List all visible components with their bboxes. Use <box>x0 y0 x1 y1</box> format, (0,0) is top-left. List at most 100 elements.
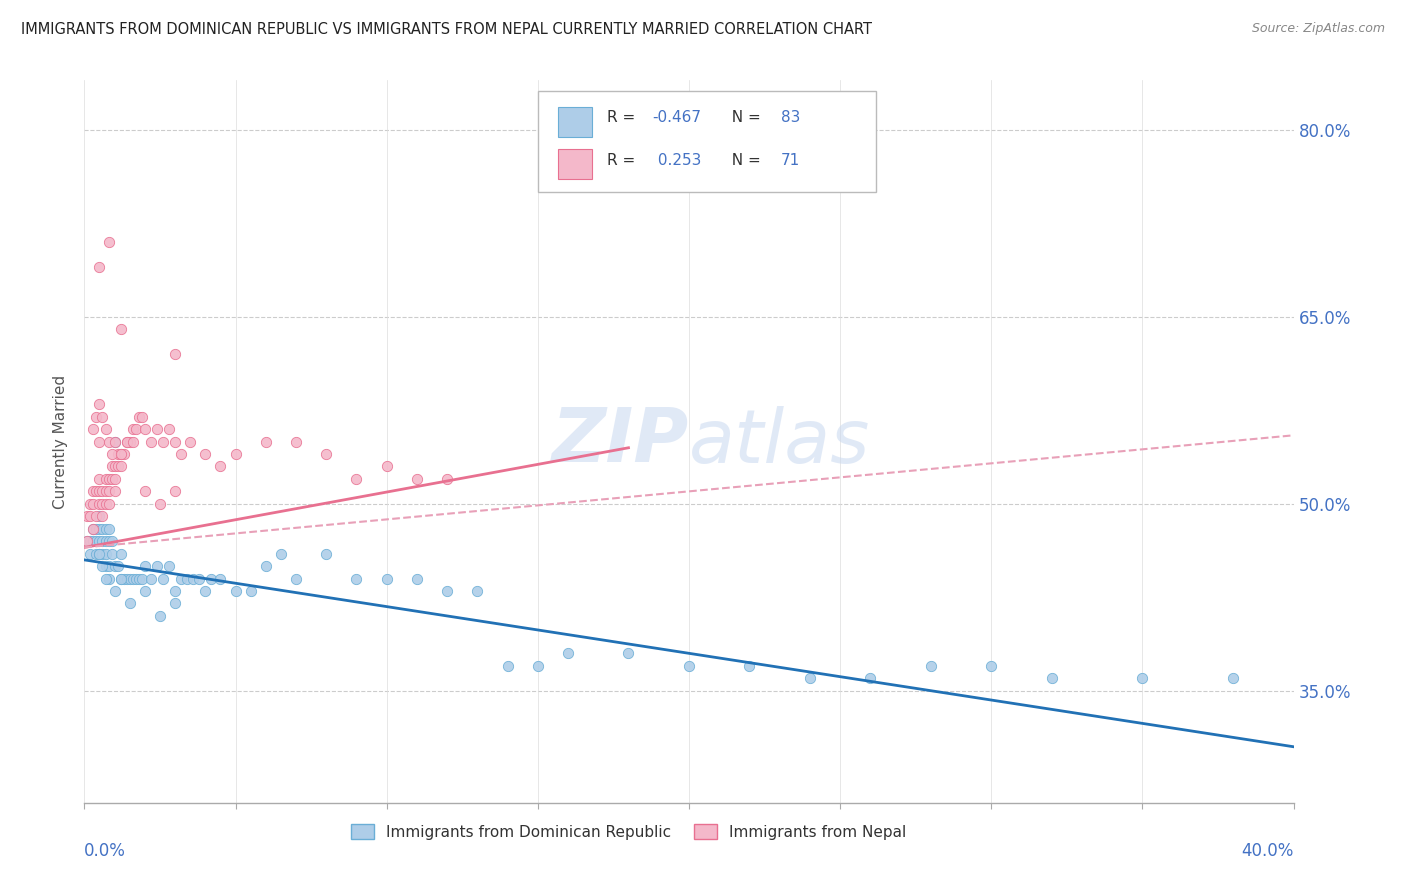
Point <box>89 472 111 486</box>
Point <box>209 572 232 586</box>
Point <box>86 509 108 524</box>
Point <box>1130 671 1153 685</box>
Point <box>375 572 398 586</box>
Point <box>176 572 198 586</box>
Text: -0.467: -0.467 <box>652 110 702 125</box>
Point <box>94 522 117 536</box>
Point <box>89 522 111 536</box>
Point <box>89 497 111 511</box>
Point <box>94 472 117 486</box>
Point <box>104 559 127 574</box>
Point <box>467 584 489 599</box>
Point <box>617 646 640 660</box>
Text: N =: N = <box>721 110 765 125</box>
Point <box>82 522 104 536</box>
Point <box>527 658 550 673</box>
Point <box>107 447 129 461</box>
Point <box>859 671 882 685</box>
Point <box>86 484 108 499</box>
Point <box>97 235 120 250</box>
Point <box>94 497 117 511</box>
Point <box>76 534 98 549</box>
Text: N =: N = <box>721 153 765 168</box>
Point <box>134 422 156 436</box>
Point <box>112 447 135 461</box>
Point <box>406 572 429 586</box>
Point <box>170 572 193 586</box>
Point <box>152 572 174 586</box>
Point <box>149 497 172 511</box>
Text: 71: 71 <box>780 153 800 168</box>
Point <box>165 584 187 599</box>
Point <box>110 547 132 561</box>
Point <box>82 497 104 511</box>
Point <box>97 472 120 486</box>
Text: 0.253: 0.253 <box>652 153 702 168</box>
Point <box>86 534 108 549</box>
Point <box>97 497 120 511</box>
Point <box>115 572 138 586</box>
Point <box>104 584 127 599</box>
Point <box>125 422 148 436</box>
Point <box>79 497 101 511</box>
Point <box>100 447 122 461</box>
Point <box>91 484 114 499</box>
Point <box>920 658 942 673</box>
Text: 83: 83 <box>780 110 800 125</box>
Point <box>115 434 138 449</box>
Point <box>97 522 120 536</box>
Point <box>89 484 111 499</box>
Point <box>285 572 308 586</box>
Point <box>980 658 1002 673</box>
Point <box>115 434 138 449</box>
Point <box>134 559 156 574</box>
Y-axis label: Currently Married: Currently Married <box>53 375 69 508</box>
Point <box>104 434 127 449</box>
Point <box>157 422 180 436</box>
Point <box>194 447 217 461</box>
Point <box>76 509 98 524</box>
Point <box>436 472 458 486</box>
Point <box>121 434 143 449</box>
Point <box>94 422 117 436</box>
Point <box>1222 671 1244 685</box>
Point <box>112 572 135 586</box>
Point <box>86 547 108 561</box>
Point <box>254 434 277 449</box>
Point <box>100 459 122 474</box>
FancyBboxPatch shape <box>538 91 876 193</box>
Text: Source: ZipAtlas.com: Source: ZipAtlas.com <box>1251 22 1385 36</box>
Bar <box>558 149 592 179</box>
Point <box>89 260 111 274</box>
Point <box>94 547 117 561</box>
Point <box>100 547 122 561</box>
Point <box>89 534 111 549</box>
Point <box>149 609 172 624</box>
Point <box>146 559 169 574</box>
Point <box>100 534 122 549</box>
Point <box>82 522 104 536</box>
Point <box>86 409 108 424</box>
Point <box>94 572 117 586</box>
Point <box>89 547 111 561</box>
Point <box>557 646 579 660</box>
Point <box>107 559 129 574</box>
Point <box>94 534 117 549</box>
Point <box>179 434 201 449</box>
Point <box>225 584 247 599</box>
Point <box>79 534 101 549</box>
Point <box>94 484 117 499</box>
Point <box>157 559 180 574</box>
Point <box>82 484 104 499</box>
Point <box>97 572 120 586</box>
Point <box>139 572 162 586</box>
Point <box>110 447 132 461</box>
Point <box>94 559 117 574</box>
Point <box>131 572 153 586</box>
Point <box>165 434 187 449</box>
Point <box>89 397 111 411</box>
Point <box>104 484 127 499</box>
Point <box>128 572 150 586</box>
Point <box>285 434 308 449</box>
Point <box>131 409 153 424</box>
